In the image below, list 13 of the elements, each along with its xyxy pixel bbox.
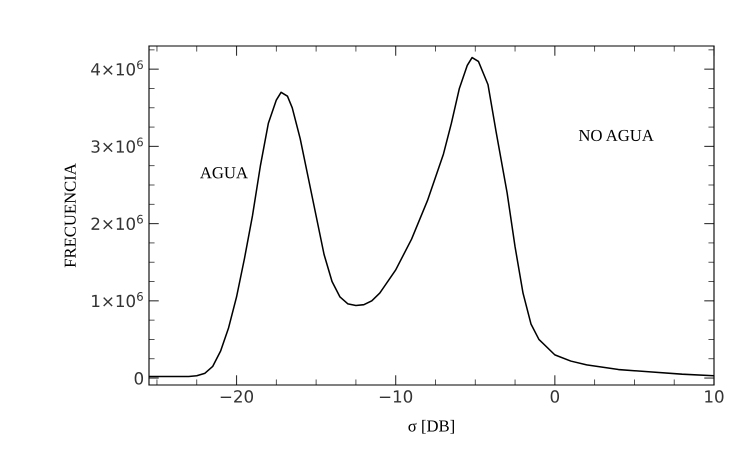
y-tick-label: 0 — [134, 372, 144, 385]
annotation: NO AGUA — [578, 130, 654, 142]
y-tick-label: 3×10$^{6}$ — [92, 138, 143, 153]
y-tick-label: 2×10$^{6}$ — [92, 214, 143, 230]
y-tick-label: 4×10$^{6}$ — [91, 60, 143, 76]
x-axis-title: σ [DB] — [408, 420, 454, 434]
y-axis-title: FRECUENCIA — [64, 163, 76, 268]
x-tick-label: 10 — [705, 390, 724, 403]
y-tick-label: 1×10$^{6}$ — [92, 292, 143, 308]
x-tick-label: 0 — [550, 390, 560, 403]
annotation: AGUA — [200, 167, 248, 178]
x-tick-label: −10 — [380, 390, 412, 403]
x-tick-label: −20 — [220, 390, 254, 403]
